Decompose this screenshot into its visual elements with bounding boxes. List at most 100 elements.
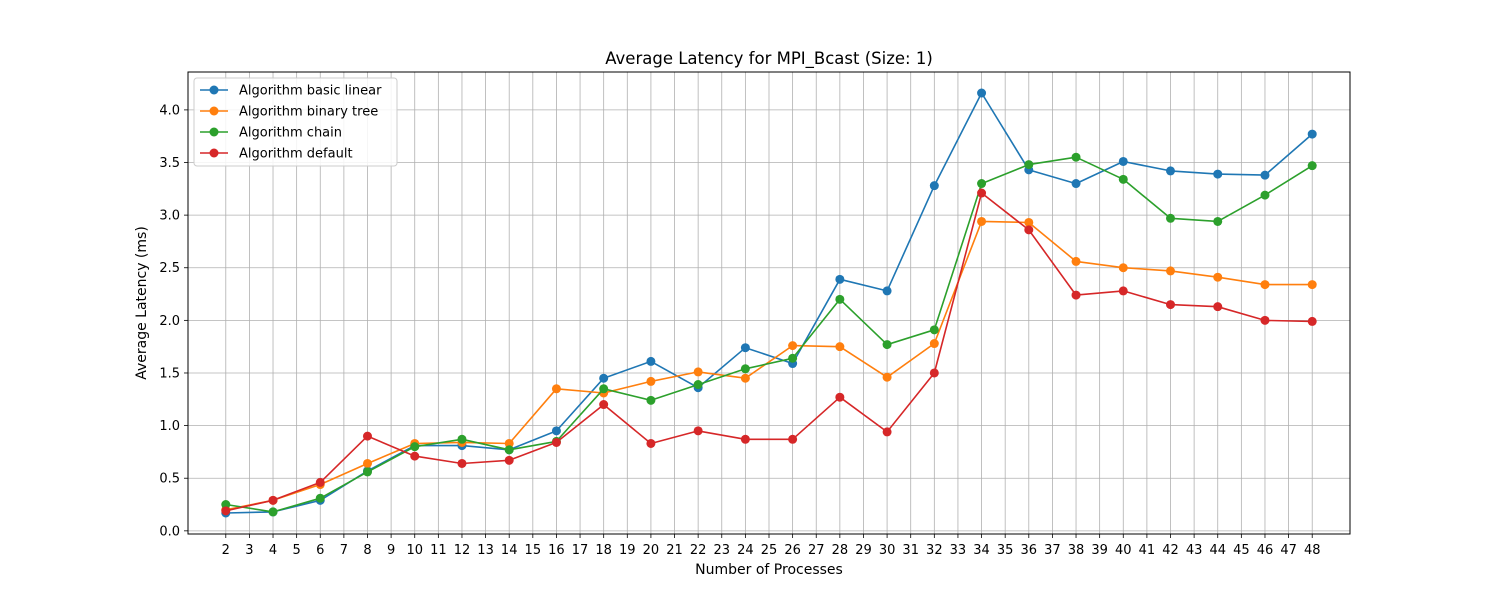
- data-point: [740, 373, 750, 383]
- data-point: [457, 458, 467, 468]
- data-point: [1260, 315, 1270, 325]
- y-tick-label: 1.5: [159, 366, 180, 381]
- x-tick-label: 9: [387, 543, 395, 558]
- data-point: [504, 455, 514, 465]
- data-point: [1213, 302, 1223, 312]
- x-tick-label: 19: [619, 543, 636, 558]
- y-tick-label: 0.0: [159, 524, 180, 539]
- x-tick-label: 25: [761, 543, 778, 558]
- data-point: [551, 384, 561, 394]
- x-tick-label: 23: [713, 543, 730, 558]
- x-tick-label: 38: [1068, 543, 1085, 558]
- legend-label: Algorithm binary tree: [239, 105, 378, 120]
- data-point: [1213, 169, 1223, 179]
- data-point: [1307, 316, 1317, 326]
- data-point: [362, 431, 372, 441]
- data-point: [504, 438, 514, 448]
- series: [221, 216, 1317, 515]
- series: [221, 152, 1317, 517]
- x-tick-label: 41: [1139, 543, 1156, 558]
- data-point: [882, 340, 892, 350]
- data-point: [882, 372, 892, 382]
- data-point: [268, 495, 278, 505]
- series-group: [221, 88, 1317, 518]
- x-tick-label: 20: [643, 543, 660, 558]
- x-tick-label: 37: [1044, 543, 1061, 558]
- data-point: [740, 364, 750, 374]
- data-point: [1166, 213, 1176, 223]
- data-point: [788, 353, 798, 363]
- series-line: [225, 156, 1313, 513]
- x-tick-label: 21: [666, 543, 683, 558]
- x-tick-label: 16: [548, 543, 565, 558]
- x-tick-label: 7: [340, 543, 348, 558]
- series-line: [225, 220, 1313, 511]
- x-tick-label: 26: [784, 543, 801, 558]
- y-axis-label: Average Latency (ms): [134, 226, 150, 380]
- data-point: [1071, 290, 1081, 300]
- legend: Algorithm basic linear Algorithm binary t…: [193, 77, 398, 167]
- x-tick-label: 10: [406, 543, 423, 558]
- data-point: [646, 356, 656, 366]
- data-point: [646, 376, 656, 386]
- data-point: [835, 392, 845, 402]
- data-point: [599, 400, 609, 410]
- x-tick-label: 29: [855, 543, 872, 558]
- series: [221, 188, 1317, 516]
- data-point: [693, 426, 703, 436]
- data-point: [1260, 190, 1270, 200]
- data-point: [1260, 280, 1270, 290]
- data-point: [1071, 256, 1081, 266]
- series-line: [225, 192, 1313, 512]
- data-point: [929, 181, 939, 191]
- x-axis: 2 3 4 5 6 7 8 9 10 11 12 13 14 15 16 17 18 19 20 21 22 23 24 25…: [222, 534, 1321, 558]
- data-point: [882, 427, 892, 437]
- x-tick-label: 35: [997, 543, 1014, 558]
- data-point: [882, 286, 892, 296]
- x-tick-label: 6: [316, 543, 324, 558]
- data-point: [977, 188, 987, 198]
- data-point: [410, 442, 420, 452]
- x-tick-label: 22: [690, 543, 707, 558]
- x-tick-label: 39: [1091, 543, 1108, 558]
- y-tick-label: 2.5: [159, 261, 180, 276]
- data-point: [740, 343, 750, 353]
- legend-label: Algorithm chain: [239, 126, 342, 141]
- data-point: [551, 426, 561, 436]
- x-tick-label: 4: [269, 543, 277, 558]
- data-point: [315, 493, 325, 503]
- x-tick-label: 18: [595, 543, 612, 558]
- data-point: [646, 438, 656, 448]
- x-tick-label: 27: [808, 543, 825, 558]
- data-point: [740, 434, 750, 444]
- data-point: [1071, 179, 1081, 189]
- data-point: [929, 339, 939, 349]
- data-point: [1260, 170, 1270, 180]
- data-point: [1166, 300, 1176, 310]
- x-tick-label: 42: [1162, 543, 1179, 558]
- x-tick-label: 47: [1280, 543, 1297, 558]
- x-tick-label: 8: [363, 543, 371, 558]
- data-point: [835, 274, 845, 284]
- data-point: [1166, 166, 1176, 176]
- legend-marker: [209, 148, 219, 158]
- data-point: [1307, 129, 1317, 139]
- series-line: [225, 92, 1313, 514]
- legend-marker: [209, 106, 219, 116]
- x-tick-label: 33: [950, 543, 967, 558]
- legend-marker: [209, 85, 219, 95]
- y-tick-label: 3.5: [159, 156, 180, 171]
- data-point: [1213, 272, 1223, 282]
- x-tick-label: 28: [832, 543, 849, 558]
- x-tick-label: 31: [902, 543, 919, 558]
- x-tick-label: 45: [1233, 543, 1250, 558]
- x-tick-label: 13: [477, 543, 494, 558]
- data-point: [410, 451, 420, 461]
- data-point: [977, 179, 987, 189]
- data-point: [315, 477, 325, 487]
- x-tick-label: 30: [879, 543, 896, 558]
- data-point: [268, 507, 278, 517]
- x-tick-label: 48: [1304, 543, 1321, 558]
- legend-marker: [209, 127, 219, 137]
